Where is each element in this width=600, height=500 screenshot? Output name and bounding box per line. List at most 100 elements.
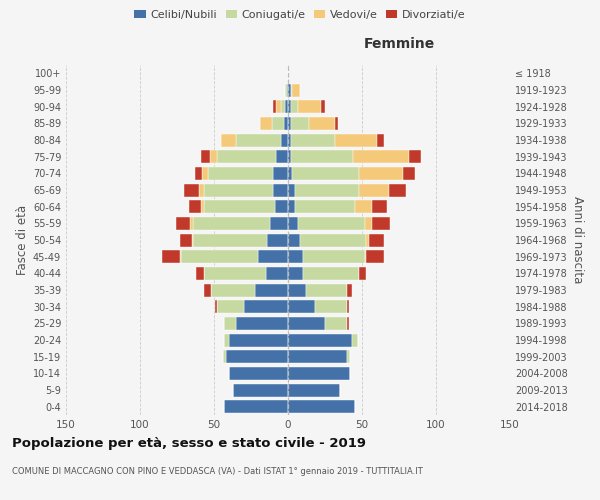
- Bar: [236, 134, 281, 146]
- Bar: [229, 367, 288, 380]
- Legend: Celibi/Nubili, Coniugati/e, Vedovi/e, Divorziati/e: Celibi/Nubili, Coniugati/e, Vedovi/e, Di…: [130, 6, 470, 25]
- Bar: [195, 167, 202, 180]
- Text: Popolazione per età, sesso e stato civile - 2019: Popolazione per età, sesso e stato civil…: [12, 438, 366, 450]
- Bar: [209, 150, 217, 163]
- Bar: [190, 217, 193, 230]
- Bar: [347, 284, 352, 296]
- Bar: [184, 184, 199, 196]
- Bar: [176, 217, 190, 230]
- Y-axis label: Fasce di età: Fasce di età: [16, 205, 29, 275]
- Bar: [229, 334, 288, 346]
- Bar: [303, 267, 359, 280]
- Bar: [224, 317, 236, 330]
- Bar: [260, 117, 272, 130]
- Bar: [288, 234, 300, 246]
- Bar: [273, 184, 288, 196]
- Bar: [335, 117, 338, 130]
- Bar: [295, 184, 359, 196]
- Bar: [353, 150, 409, 163]
- Bar: [276, 150, 288, 163]
- Bar: [215, 300, 217, 313]
- Bar: [288, 334, 352, 346]
- Bar: [281, 100, 285, 113]
- Bar: [284, 117, 288, 130]
- Bar: [208, 167, 273, 180]
- Bar: [180, 234, 192, 246]
- Bar: [370, 234, 384, 246]
- Bar: [285, 84, 287, 96]
- Bar: [352, 334, 358, 346]
- Bar: [202, 167, 208, 180]
- Bar: [288, 300, 314, 313]
- Bar: [365, 217, 373, 230]
- Bar: [196, 267, 203, 280]
- Bar: [272, 117, 284, 130]
- Text: Femmine: Femmine: [364, 37, 434, 51]
- Bar: [347, 317, 349, 330]
- Bar: [288, 167, 292, 180]
- Bar: [200, 200, 203, 213]
- Bar: [211, 284, 256, 296]
- Y-axis label: Anni di nascita: Anni di nascita: [571, 196, 584, 284]
- Bar: [267, 234, 288, 246]
- Bar: [193, 234, 267, 246]
- Bar: [192, 234, 193, 246]
- Bar: [288, 84, 291, 96]
- Bar: [224, 400, 288, 413]
- Bar: [180, 250, 181, 263]
- Bar: [291, 100, 298, 113]
- Bar: [288, 200, 295, 213]
- Bar: [288, 150, 291, 163]
- Bar: [223, 350, 226, 363]
- Bar: [309, 117, 335, 130]
- Bar: [273, 167, 288, 180]
- Bar: [306, 284, 347, 296]
- Bar: [303, 250, 365, 263]
- Bar: [288, 384, 340, 396]
- Bar: [288, 100, 291, 113]
- Bar: [359, 167, 403, 180]
- Bar: [288, 317, 325, 330]
- Bar: [181, 250, 259, 263]
- Bar: [377, 134, 384, 146]
- Bar: [288, 350, 347, 363]
- Bar: [189, 200, 200, 213]
- Bar: [288, 267, 303, 280]
- Bar: [162, 250, 180, 263]
- Bar: [200, 150, 209, 163]
- Bar: [273, 100, 276, 113]
- Bar: [199, 184, 203, 196]
- Bar: [256, 284, 288, 296]
- Bar: [203, 267, 266, 280]
- Bar: [276, 100, 281, 113]
- Bar: [320, 100, 325, 113]
- Bar: [203, 184, 273, 196]
- Bar: [291, 84, 292, 96]
- Bar: [266, 267, 288, 280]
- Bar: [288, 184, 295, 196]
- Bar: [295, 200, 355, 213]
- Bar: [359, 267, 367, 280]
- Bar: [298, 100, 320, 113]
- Bar: [288, 250, 303, 263]
- Bar: [291, 134, 335, 146]
- Bar: [288, 117, 291, 130]
- Bar: [373, 217, 390, 230]
- Text: COMUNE DI MACCAGNO CON PINO E VEDDASCA (VA) - Dati ISTAT 1° gennaio 2019 - TUTTI: COMUNE DI MACCAGNO CON PINO E VEDDASCA (…: [12, 468, 423, 476]
- Bar: [233, 384, 288, 396]
- Bar: [288, 284, 306, 296]
- Bar: [335, 134, 377, 146]
- Bar: [403, 167, 415, 180]
- Bar: [291, 150, 353, 163]
- Bar: [365, 250, 367, 263]
- Bar: [409, 150, 421, 163]
- Bar: [291, 117, 309, 130]
- Bar: [373, 200, 387, 213]
- Bar: [325, 317, 347, 330]
- Bar: [347, 350, 350, 363]
- Bar: [244, 300, 288, 313]
- Bar: [367, 250, 384, 263]
- Bar: [236, 317, 288, 330]
- Bar: [224, 334, 229, 346]
- Bar: [226, 350, 288, 363]
